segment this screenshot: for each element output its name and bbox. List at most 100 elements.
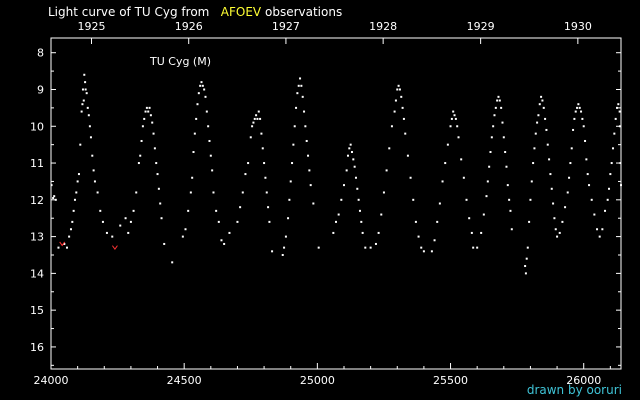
observation-point	[396, 88, 399, 91]
observation-point	[574, 110, 577, 113]
observation-point	[241, 191, 244, 194]
observation-point	[506, 184, 509, 187]
observation-point	[490, 136, 493, 139]
observation-point	[377, 231, 380, 234]
observation-point	[193, 132, 196, 135]
observation-point	[502, 136, 505, 139]
observation-point	[264, 176, 267, 179]
observation-point	[549, 173, 552, 176]
observation-point	[352, 158, 355, 161]
observation-point	[382, 191, 385, 194]
title-suffix: observations	[264, 5, 343, 19]
observation-point	[283, 246, 286, 249]
observation-point	[441, 180, 444, 183]
observation-point	[54, 198, 57, 201]
observation-point	[556, 235, 559, 238]
observation-point	[156, 173, 159, 176]
upper-limit-marker	[59, 241, 66, 247]
observation-point	[616, 106, 619, 109]
observation-point	[215, 209, 218, 212]
observation-point	[305, 139, 308, 142]
observation-point	[433, 239, 436, 242]
observation-point	[598, 235, 601, 238]
observation-point	[149, 114, 152, 117]
observation-point	[385, 169, 388, 172]
observation-point	[91, 154, 94, 157]
observation-point	[307, 154, 310, 157]
observation-point	[84, 88, 87, 91]
observation-point	[86, 106, 89, 109]
observation-point	[192, 151, 195, 154]
observation-point	[251, 125, 254, 128]
observation-point	[417, 235, 420, 238]
observation-point	[152, 132, 155, 135]
y-tick-label: 11	[30, 157, 44, 170]
observation-point	[374, 242, 377, 245]
observation-point	[397, 84, 400, 87]
x-tick-label: 24000	[34, 374, 69, 387]
observation-point	[141, 125, 144, 128]
y-tick-label: 14	[30, 267, 44, 280]
observation-point	[554, 228, 557, 231]
observation-point	[545, 128, 548, 131]
observation-point	[400, 95, 403, 98]
observation-point	[195, 117, 198, 120]
observation-point	[139, 154, 142, 157]
y-tick-label: 13	[30, 231, 44, 244]
observation-point	[538, 103, 541, 106]
observation-point	[528, 220, 531, 223]
observation-point	[350, 151, 353, 154]
observation-point	[612, 147, 615, 150]
observation-point	[337, 213, 340, 216]
observation-point	[568, 176, 571, 179]
observation-point	[217, 220, 220, 223]
observation-point	[261, 147, 264, 150]
observation-point	[88, 125, 91, 128]
observation-point	[465, 198, 468, 201]
observation-point	[151, 121, 154, 124]
observation-point	[360, 220, 363, 223]
observation-point	[301, 95, 304, 98]
x-tick-label: 25500	[433, 374, 468, 387]
observation-point	[239, 206, 242, 209]
observation-point	[191, 176, 194, 179]
observation-point	[111, 235, 114, 238]
observation-point	[402, 117, 405, 120]
observation-point	[569, 162, 572, 165]
observation-point	[561, 220, 564, 223]
observation-point	[444, 162, 447, 165]
upper-limit-marker	[112, 245, 118, 250]
observation-point	[452, 110, 455, 113]
observation-point	[536, 121, 539, 124]
observation-point	[268, 220, 271, 223]
observation-point	[309, 184, 312, 187]
observation-point	[530, 180, 533, 183]
observation-point	[398, 88, 401, 91]
observation-point	[80, 110, 83, 113]
observation-point	[255, 114, 258, 117]
observation-point	[526, 246, 529, 249]
observation-point	[524, 265, 527, 268]
observation-point	[380, 213, 383, 216]
observation-point	[281, 253, 284, 256]
observation-point	[199, 84, 202, 87]
observation-point	[228, 231, 231, 234]
observation-point	[446, 143, 449, 146]
observation-point	[145, 106, 148, 109]
observation-point	[457, 136, 460, 139]
observation-point	[552, 202, 555, 205]
observation-point	[485, 195, 488, 198]
observation-point	[453, 114, 456, 117]
observation-point	[171, 261, 174, 264]
observation-point	[596, 228, 599, 231]
observation-point	[566, 191, 569, 194]
observation-point	[618, 125, 621, 128]
observation-point	[223, 242, 226, 245]
observation-point	[586, 173, 589, 176]
observation-point	[472, 246, 475, 249]
observation-point	[85, 92, 88, 95]
observation-point	[498, 99, 501, 102]
observation-point	[220, 239, 223, 242]
observation-point	[288, 198, 291, 201]
observation-point	[209, 154, 212, 157]
